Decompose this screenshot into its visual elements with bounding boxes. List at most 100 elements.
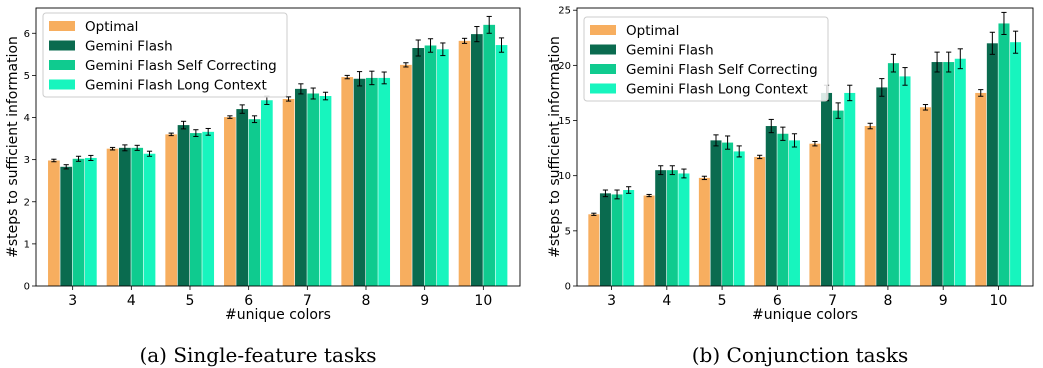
y-axis-label: #steps to sufficient information (547, 36, 563, 258)
bar (436, 49, 449, 286)
bar (710, 140, 722, 286)
x-axis-label: #unique colors (225, 307, 331, 323)
bar (678, 173, 690, 286)
x-tick-label: 9 (420, 293, 429, 309)
y-tick-label: 0 (565, 282, 571, 293)
plot-frame (576, 7, 1034, 287)
bar (611, 194, 623, 286)
legend-label: Gemini Flash Long Context (626, 82, 808, 98)
x-axis-label: #unique colors (752, 307, 858, 323)
bar (319, 96, 332, 287)
legend-label: Gemini Flash Self Correcting (626, 62, 818, 78)
bar (698, 177, 710, 286)
y-tick-label: 25 (558, 6, 571, 17)
x-tick-label: 6 (244, 293, 253, 309)
legend: Optimal Gemini Flash Gemini Flash Self Cor… (42, 12, 288, 98)
bar (483, 24, 496, 287)
bar (307, 93, 320, 286)
bar (341, 77, 354, 286)
bar (400, 64, 412, 286)
y-axis-label: #steps to sufficient information (5, 36, 21, 258)
bar (236, 109, 249, 286)
chart-conjunction: 0 5 10 15 20 25 3 4 5 6 7 8 9 10 #unique colors #steps … (547, 6, 1034, 367)
bar (954, 58, 966, 286)
figure-caption: (a) Single-feature tasks (139, 343, 376, 367)
bar (975, 92, 987, 286)
bar (471, 34, 483, 287)
bar (353, 78, 366, 286)
x-tick-label: 5 (186, 293, 195, 309)
x-tick-label: 8 (883, 293, 892, 309)
y-tick-label: 6 (24, 29, 30, 40)
bar (733, 151, 745, 286)
bar (143, 153, 156, 286)
legend-label: Optimal (85, 19, 138, 35)
bar (366, 77, 378, 287)
bar (119, 147, 131, 286)
bar (378, 77, 391, 287)
bar (495, 45, 508, 286)
x-tick-label: 10 (474, 293, 492, 309)
bar (722, 142, 734, 286)
plot-frame (35, 7, 521, 287)
bar (765, 126, 777, 287)
x-tick-label: 10 (990, 293, 1008, 309)
legend-swatch (49, 60, 75, 70)
legend-label: Optimal (626, 23, 679, 39)
bar (919, 107, 931, 287)
bar (809, 143, 821, 286)
bar (424, 45, 437, 286)
y-tick-label: 15 (558, 116, 571, 127)
y-tick-label: 3 (24, 155, 30, 166)
bar (177, 125, 190, 286)
y-tick-label: 5 (565, 226, 571, 237)
bar (998, 23, 1010, 286)
bar (72, 158, 85, 286)
bar (260, 100, 273, 286)
legend-label: Gemini Flash Long Context (85, 78, 267, 94)
bar (931, 62, 943, 286)
bar (666, 170, 678, 286)
legend-frame (583, 16, 829, 102)
legend-swatch (49, 40, 75, 51)
bar (248, 119, 261, 286)
bar (832, 110, 844, 286)
bar (788, 140, 800, 286)
x-tick-label: 3 (607, 293, 616, 309)
x-tick-label: 7 (303, 293, 312, 309)
bar (821, 92, 833, 286)
x-tick-label: 4 (127, 293, 136, 309)
bar (844, 92, 856, 286)
bar (282, 98, 295, 287)
x-tick-label: 5 (718, 293, 727, 309)
bar (165, 134, 178, 286)
bar (588, 214, 600, 286)
legend-label: Gemini Flash (85, 39, 173, 55)
bar (202, 131, 215, 286)
bar (754, 156, 766, 286)
bar (623, 190, 635, 286)
bar (777, 133, 789, 286)
bar (131, 147, 144, 286)
y-tick-label: 4 (24, 113, 30, 124)
bar (84, 157, 97, 286)
bar (943, 62, 955, 286)
bar (458, 40, 471, 286)
bar (899, 76, 911, 287)
bar (60, 166, 73, 286)
y-tick-label: 20 (558, 61, 571, 72)
legend-swatch (49, 21, 75, 31)
bar (643, 195, 655, 286)
y-tick-label: 1 (24, 239, 30, 250)
bar (106, 148, 119, 286)
bar (1010, 42, 1022, 287)
bar (864, 126, 876, 287)
figure-caption: (b) Conjunction tasks (692, 343, 908, 367)
bar (876, 87, 888, 286)
x-tick-label: 3 (68, 293, 77, 309)
bar (986, 43, 998, 286)
bar (887, 63, 899, 287)
y-tick-label: 5 (24, 71, 30, 82)
x-tick-label: 9 (939, 293, 948, 309)
